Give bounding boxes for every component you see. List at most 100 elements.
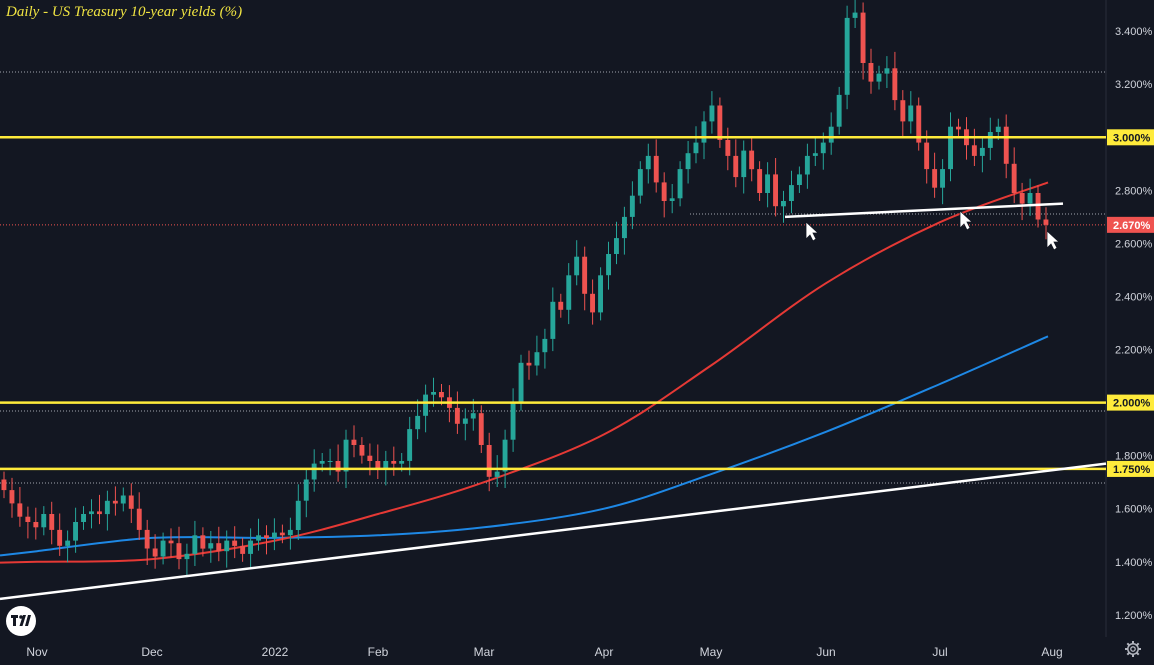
y-tick-label: 2.800% xyxy=(1115,185,1153,197)
candle-body xyxy=(987,132,993,148)
candle xyxy=(518,354,524,411)
candle xyxy=(510,388,516,452)
candle xyxy=(637,161,643,204)
candle-body xyxy=(431,392,436,395)
candle-body xyxy=(797,174,802,185)
x-tick-label: Dec xyxy=(141,645,162,659)
candle xyxy=(606,241,611,290)
candle-body xyxy=(765,174,770,193)
candle-body xyxy=(979,147,985,156)
candle xyxy=(693,126,699,164)
cursor-arrow-icon xyxy=(959,210,974,231)
candle-body xyxy=(57,529,63,546)
candle xyxy=(224,530,230,568)
candle xyxy=(979,137,985,173)
candle xyxy=(240,537,246,562)
candle-body xyxy=(65,540,71,546)
candle xyxy=(494,455,500,487)
candle xyxy=(423,384,428,433)
candle-body xyxy=(33,522,39,528)
candle-body xyxy=(104,500,110,515)
candle xyxy=(892,51,898,111)
x-tick-label: Aug xyxy=(1041,645,1062,659)
candle xyxy=(287,517,293,550)
level-price-tag xyxy=(1107,460,1154,477)
candle xyxy=(614,221,619,265)
candle xyxy=(1019,182,1025,221)
candle-body xyxy=(462,418,468,424)
candle xyxy=(9,477,15,518)
candle xyxy=(781,190,786,223)
candle-body xyxy=(550,301,556,339)
candle-body xyxy=(900,100,906,122)
candle-body xyxy=(940,169,945,188)
candle xyxy=(757,161,763,201)
candlesticks xyxy=(1,0,1049,576)
candle-body xyxy=(224,540,230,552)
candle xyxy=(407,416,413,476)
candle-body xyxy=(1011,163,1017,193)
candle-body xyxy=(542,338,548,353)
candle-body xyxy=(112,500,118,504)
candle-body xyxy=(677,169,683,199)
candle xyxy=(924,130,930,184)
candle-body xyxy=(216,543,222,552)
candle-body xyxy=(248,540,253,554)
candle-body xyxy=(590,293,595,313)
candle xyxy=(550,287,556,352)
candle xyxy=(860,2,866,80)
candle-body xyxy=(208,543,214,549)
candle-body xyxy=(343,439,349,472)
y-axis[interactable]: 3.400% 3.200% 2.800% 2.600% 2.400% 2.200% 1.80… xyxy=(1107,26,1154,622)
candle-body xyxy=(709,105,715,122)
candle-body xyxy=(924,142,930,170)
x-axis[interactable]: Nov Dec 2022 Feb Mar Apr May Jun Jul Aug xyxy=(26,645,1062,659)
candle-body xyxy=(629,195,635,217)
candle xyxy=(41,506,47,536)
candle xyxy=(1,471,7,499)
candle-body xyxy=(693,142,699,154)
candle-body xyxy=(916,105,922,143)
candle xyxy=(1011,147,1017,204)
candle xyxy=(956,118,961,138)
candle xyxy=(391,446,397,476)
candle xyxy=(971,128,977,166)
candle xyxy=(1027,178,1033,216)
candle xyxy=(49,501,55,545)
candle-body xyxy=(733,155,739,178)
candle-body xyxy=(757,169,763,193)
candle xyxy=(900,90,906,138)
candle xyxy=(987,117,993,161)
candle-body xyxy=(645,155,651,170)
candle xyxy=(335,444,341,482)
candle-body xyxy=(120,495,126,504)
candle xyxy=(812,136,818,166)
x-tick-label: May xyxy=(700,645,723,659)
candle-body xyxy=(391,461,397,464)
candle-body xyxy=(773,174,778,207)
candle-body xyxy=(908,105,914,122)
candle xyxy=(478,405,484,453)
candle-body xyxy=(89,511,94,515)
candle-body xyxy=(868,63,874,82)
candle-body xyxy=(582,256,588,294)
candle xyxy=(948,112,953,182)
candle-body xyxy=(439,392,444,398)
y-tick-label: 1.800% xyxy=(1115,451,1153,463)
candle-body xyxy=(232,540,238,546)
candle xyxy=(112,486,118,516)
candle-body xyxy=(319,461,325,464)
candle-body xyxy=(741,150,747,178)
candle-body xyxy=(470,413,476,419)
candle xyxy=(176,526,182,570)
tradingview-logo-icon[interactable] xyxy=(6,606,36,636)
dotted-reference-lines xyxy=(0,71,1106,484)
y-tick-label: 2.600% xyxy=(1115,238,1153,250)
candle xyxy=(343,429,349,488)
gear-icon[interactable] xyxy=(1124,640,1142,658)
candle xyxy=(661,172,667,218)
candle-body xyxy=(160,540,166,557)
candle xyxy=(152,534,158,569)
candle-body xyxy=(812,153,818,156)
